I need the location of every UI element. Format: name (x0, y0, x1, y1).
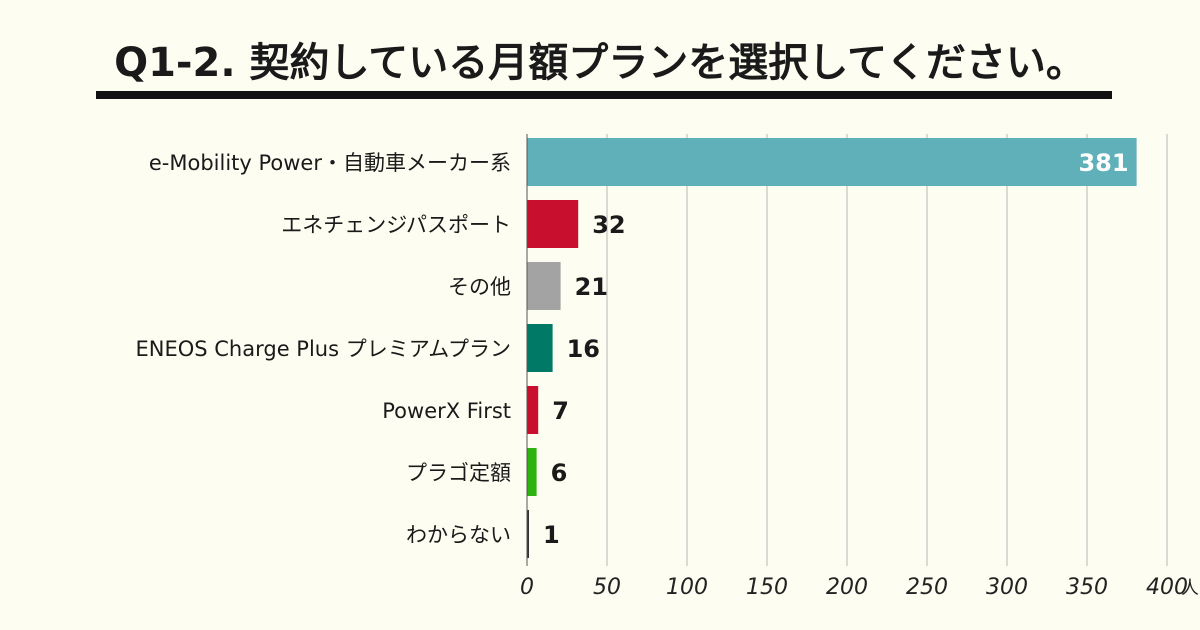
x-tick-label: 50 (593, 575, 621, 600)
x-axis-unit: 人 (1181, 578, 1199, 599)
bar (527, 262, 561, 310)
category-label: e-Mobility Power・自動車メーカー系 (149, 151, 511, 175)
value-label: 32 (592, 211, 625, 239)
value-label: 16 (567, 335, 600, 363)
bar (527, 510, 529, 558)
bar (527, 386, 539, 434)
x-tick-label: 150 (746, 575, 788, 600)
value-label: 21 (575, 273, 608, 301)
title-underline (96, 91, 1112, 99)
chart-title: Q1-2. 契約している月額プランを選択してください。 (114, 40, 1086, 86)
x-tick-label: 250 (906, 575, 948, 600)
category-label: プラゴ定額 (406, 461, 511, 485)
x-tick-label: 200 (826, 575, 868, 600)
bar (527, 324, 553, 372)
value-label: 381 (1078, 149, 1128, 177)
value-labels: 381 32 21 16 7 6 1 (543, 149, 1129, 549)
bars (527, 138, 1137, 558)
category-label: ENEOS Charge Plus プレミアムプラン (135, 337, 511, 361)
x-tick-label: 0 (520, 575, 534, 600)
x-tick-label: 350 (1066, 575, 1108, 600)
bar (527, 138, 1137, 186)
category-label: PowerX First (382, 399, 511, 423)
value-label: 1 (543, 521, 560, 549)
category-label: その他 (448, 275, 511, 299)
value-label: 7 (552, 397, 569, 425)
x-tick-label: 100 (666, 575, 708, 600)
x-tick-label: 400 (1146, 575, 1188, 600)
category-label: わからない (406, 523, 511, 547)
value-label: 6 (551, 459, 568, 487)
x-tick-label: 300 (986, 575, 1028, 600)
grid-lines (606, 134, 1168, 566)
bar (527, 448, 537, 496)
bar (527, 200, 579, 248)
category-label: エネチェンジパスポート (281, 213, 511, 237)
